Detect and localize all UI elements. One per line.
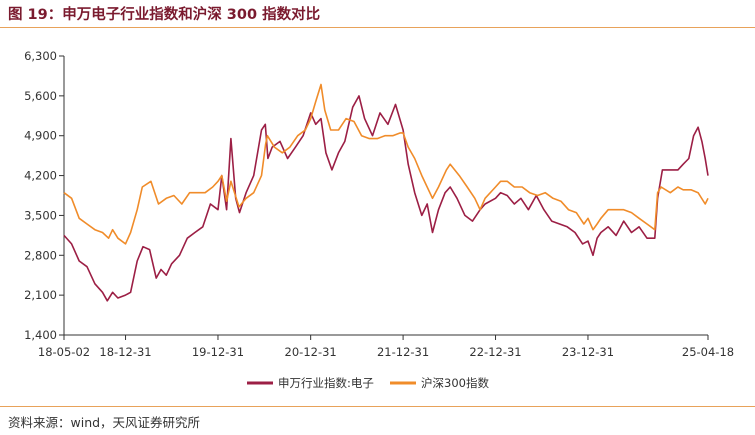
series-line-2	[63, 83, 709, 245]
x-tick-label: 19-12-31	[192, 345, 244, 359]
x-tick-label: 20-12-31	[285, 345, 337, 359]
y-tick-label: 6,300	[24, 49, 57, 63]
y-axis: 1,400 2,100 2,800 3,500 4,200 4,900 5,600 6,300	[24, 49, 65, 342]
x-tick-label: 18-12-31	[99, 345, 151, 359]
y-tick-label: 4,200	[24, 169, 57, 183]
bottom-divider	[0, 406, 755, 407]
chart-title: 图 19：申万电子行业指数和沪深 300 指数对比	[8, 7, 321, 23]
y-tick-label: 5,600	[24, 89, 57, 103]
legend: 申万行业指数:电子 沪深300指数	[247, 376, 489, 390]
series-group	[63, 83, 709, 302]
y-tick-label: 2,800	[24, 248, 57, 262]
top-divider	[0, 27, 755, 28]
y-tick-label: 1,400	[24, 328, 57, 342]
x-tick-label: 18-05-02	[38, 345, 90, 359]
legend-label-1: 申万行业指数:电子	[278, 376, 374, 390]
x-tick-label: 25-04-18	[682, 345, 734, 359]
x-tick-label: 23-12-31	[562, 345, 614, 359]
x-tick-label: 22-12-31	[469, 345, 521, 359]
y-tick-label: 3,500	[24, 208, 57, 222]
legend-label-2: 沪深300指数	[421, 376, 489, 390]
series-line-1	[63, 95, 709, 302]
line-chart: 1,400 2,100 2,800 3,500 4,200 4,900 5,600 6,300…	[24, 49, 734, 390]
x-tick-label: 21-12-31	[377, 345, 429, 359]
y-tick-label: 4,900	[24, 129, 57, 143]
source-note: 资料来源：wind，天风证券研究所	[8, 415, 201, 430]
x-axis: 18-05-02 18-12-31 19-12-31 20-12-31 21-12-31…	[38, 334, 734, 359]
y-tick-label: 2,100	[24, 288, 57, 302]
